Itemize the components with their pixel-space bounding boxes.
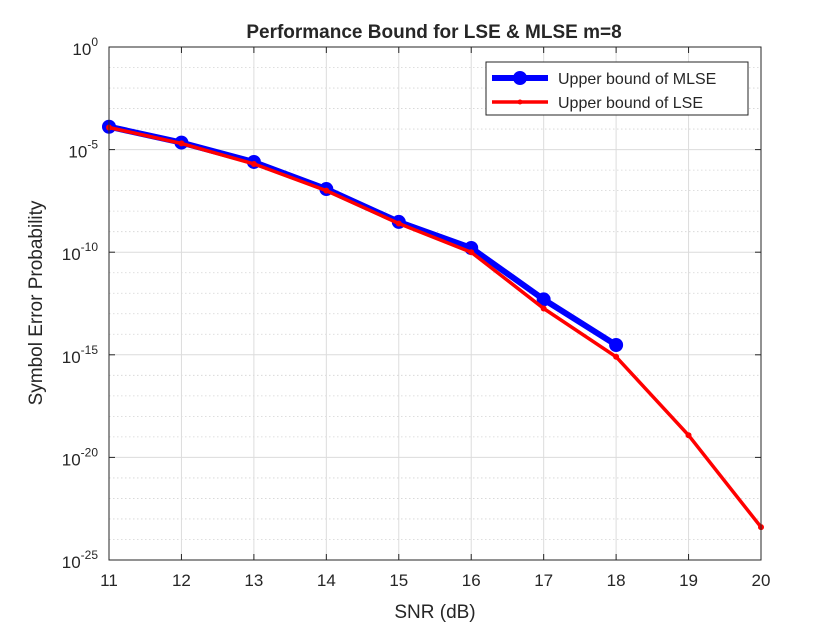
y-tick-label-exponent: -20 <box>81 445 99 459</box>
y-tick-label-exponent: -10 <box>81 240 99 254</box>
x-tick-label: 11 <box>100 571 118 590</box>
mlse-data-point <box>536 292 551 307</box>
y-tick-label-exponent: 0 <box>91 35 98 49</box>
lse-data-point <box>613 353 620 360</box>
lse-data-point <box>685 432 692 439</box>
y-tick-label-base: 10 <box>62 553 81 572</box>
legend-label-mlse: Upper bound of MLSE <box>558 71 716 88</box>
lse-data-point <box>540 305 547 312</box>
legend-marker-mlse <box>513 71 527 85</box>
plot-area <box>109 47 761 560</box>
x-tick-label: 19 <box>679 571 698 590</box>
y-tick-label-exponent: -15 <box>81 343 99 357</box>
y-tick-label-exponent: -5 <box>87 138 98 152</box>
x-tick-label: 12 <box>172 571 191 590</box>
y-tick-label: 10-10 <box>62 240 99 264</box>
y-tick-label-exponent: -25 <box>81 548 99 562</box>
x-tick-label: 17 <box>534 571 553 590</box>
x-tick-label: 20 <box>752 571 771 590</box>
lse-data-point <box>468 249 475 256</box>
lse-data-point <box>178 140 185 147</box>
y-tick-label-base: 10 <box>72 40 91 59</box>
y-tick-label: 10-20 <box>62 445 99 469</box>
x-tick-label: 15 <box>389 571 408 590</box>
lse-data-point <box>250 160 257 167</box>
legend-box <box>485 61 749 116</box>
legend-label-lse: Upper bound of LSE <box>558 95 703 112</box>
x-tick-label: 18 <box>607 571 626 590</box>
y-tick-label: 10-15 <box>62 343 99 367</box>
grid <box>109 47 761 560</box>
lse-data-point <box>395 220 402 227</box>
x-tick-label: 16 <box>462 571 481 590</box>
y-tick-label: 100 <box>72 35 98 59</box>
mlse-data-point <box>609 338 624 353</box>
x-tick-label: 13 <box>244 571 263 590</box>
y-tick-label-base: 10 <box>62 348 81 367</box>
y-axis-label: Symbol Error Probability <box>26 200 47 405</box>
y-tick-label-base: 10 <box>62 245 81 264</box>
y-tick-label: 10-25 <box>62 548 99 572</box>
x-axis-label: SNR (dB) <box>394 602 475 623</box>
y-tick-label-base: 10 <box>68 143 87 162</box>
y-tick-label: 10-5 <box>68 138 98 162</box>
legend-marker-lse <box>517 99 523 105</box>
y-tick-label-base: 10 <box>62 450 81 469</box>
lse-data-point <box>323 187 330 194</box>
x-tick-label: 14 <box>317 571 336 590</box>
chart-title: Performance Bound for LSE & MLSE m=8 <box>246 22 621 43</box>
lse-series-line <box>107 125 763 529</box>
legend: Upper bound of MLSE Upper bound of LSE <box>485 61 749 116</box>
plot-frame <box>108 46 762 561</box>
